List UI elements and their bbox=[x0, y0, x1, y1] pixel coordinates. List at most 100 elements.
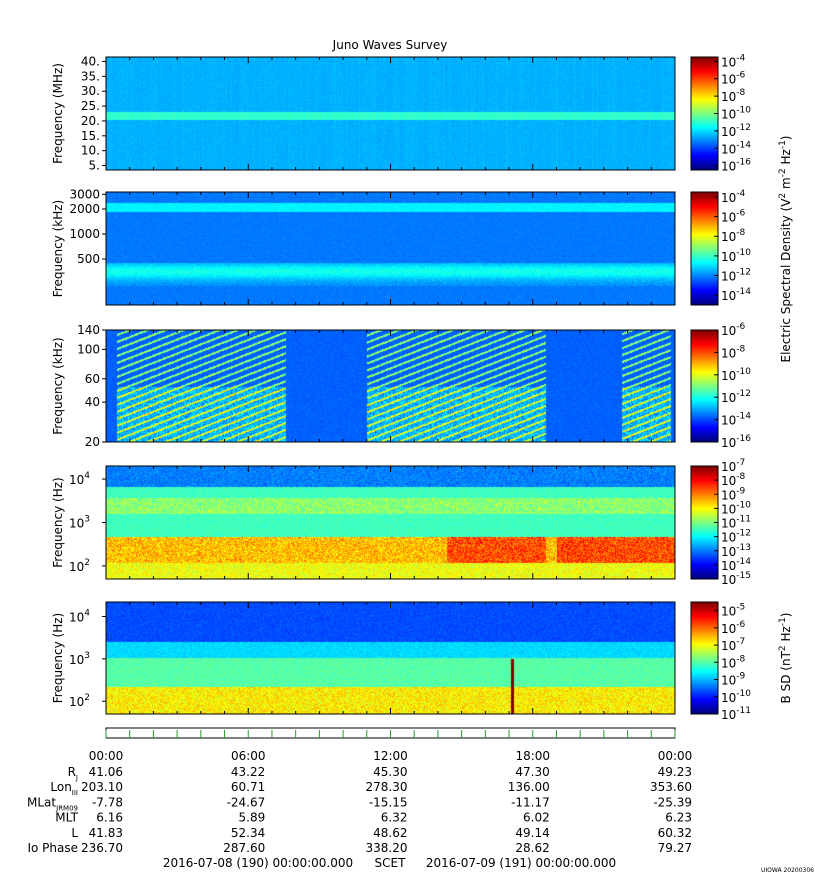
colorbar-tick-label: 10-12 bbox=[721, 268, 751, 284]
colorbar-tick-label: 10-15 bbox=[721, 571, 751, 587]
colorbar-tick-label: 10-16 bbox=[721, 158, 751, 174]
colorbar-label-magnetic-part: Hz bbox=[779, 626, 793, 645]
panels: 40.35.30.25.20.15.10.5. Frequency (MHz) 10… bbox=[51, 53, 793, 722]
colorbar-tick-label-base: 10 bbox=[721, 73, 736, 87]
y-tick-label: 500 bbox=[77, 252, 100, 266]
ephem-label-main: L bbox=[71, 826, 78, 840]
ephem-label: MLT bbox=[55, 811, 78, 825]
colorbar-tick-label-exp: -6 bbox=[736, 322, 745, 332]
colorbar-tick-label: 10-8 bbox=[721, 228, 746, 244]
time-tick-label: 06:00 bbox=[231, 749, 266, 763]
colorbar-tick-label-exp: -8 bbox=[736, 472, 745, 482]
colorbar-tick-label: 10-11 bbox=[721, 706, 751, 722]
colorbar-tick-label: 10-6 bbox=[721, 620, 746, 636]
colorbar-tick-label-base: 10 bbox=[721, 545, 736, 559]
ephem-label-main: Lon bbox=[50, 780, 71, 794]
y-tick-label: 140 bbox=[77, 323, 100, 337]
colorbar-label-magnetic-part: 2 bbox=[778, 645, 788, 651]
colorbar-tick-label-exp: -6 bbox=[736, 620, 745, 630]
colorbar-tick-label: 10-16 bbox=[721, 434, 751, 450]
y-tick-label-exp: 2 bbox=[84, 693, 90, 703]
ephem-value: 52.34 bbox=[231, 826, 265, 840]
colorbar-tick-label: 10-13 bbox=[721, 543, 751, 559]
y-tick-label-base: 10 bbox=[69, 473, 84, 487]
colorbar-tick-label: 10-9 bbox=[721, 486, 746, 502]
y-tick-label-base: 10 bbox=[69, 517, 84, 531]
y-tick-label-base: 10 bbox=[69, 653, 84, 667]
footer-start: 2016-07-08 (190) 00:00:00.000 bbox=[163, 856, 353, 870]
y-tick-label: 10. bbox=[81, 144, 100, 158]
colorbar-tick-label-exp: -7 bbox=[736, 637, 745, 647]
colorbar-tick-label-base: 10 bbox=[721, 250, 736, 264]
colorbar-tick-label: 10-11 bbox=[721, 515, 751, 531]
colorbar-tick-label: 10-14 bbox=[721, 287, 751, 303]
ephem-value: 136.00 bbox=[508, 780, 550, 794]
colorbar-tick-label: 10-12 bbox=[721, 389, 751, 405]
colorbar-tick-label-exp: -10 bbox=[736, 500, 751, 510]
y-tick-label: 5. bbox=[89, 159, 100, 173]
ephem-value: -24.67 bbox=[227, 795, 266, 809]
y-tick-label: 103 bbox=[69, 515, 90, 531]
colorbar-tick-label: 10-6 bbox=[721, 71, 746, 87]
y-tick-label: 40 bbox=[85, 395, 100, 409]
ephem-value: -25.39 bbox=[653, 795, 692, 809]
colorbar-tick-label-base: 10 bbox=[721, 125, 736, 139]
y-tick-label-exp: 4 bbox=[84, 471, 90, 481]
y-axis-label: Frequency (Hz) bbox=[51, 477, 65, 568]
colorbar-tick-label-base: 10 bbox=[721, 160, 736, 174]
colorbar-label-electric-part: -2 bbox=[778, 168, 788, 177]
ephem-value: 203.10 bbox=[81, 780, 123, 794]
colorbar-frame-3 bbox=[690, 329, 719, 443]
colorbar-tick-label-base: 10 bbox=[721, 270, 736, 284]
colorbar-tick-label-exp: -12 bbox=[736, 389, 751, 399]
time-tick-label: 00:00 bbox=[658, 749, 693, 763]
ephem-value: 6.23 bbox=[665, 811, 692, 825]
time-tick-label: 00:00 bbox=[89, 749, 124, 763]
y-tick-label: 20. bbox=[81, 114, 100, 128]
y-tick-label: 102 bbox=[69, 558, 90, 574]
y-axis-label: Frequency (Hz) bbox=[51, 613, 65, 704]
ephem-value: 41.06 bbox=[89, 765, 123, 779]
colorbar-tick-label-base: 10 bbox=[721, 391, 736, 405]
ephem-value: 79.27 bbox=[658, 841, 692, 855]
ephem-value: 6.16 bbox=[96, 811, 123, 825]
y-tick-label: 1000 bbox=[69, 227, 100, 241]
ephem-value: 338.20 bbox=[366, 841, 408, 855]
colorbar-tick-label-base: 10 bbox=[721, 191, 736, 205]
colorbar-tick-label: 10-12 bbox=[721, 123, 751, 139]
ephem-value: 43.22 bbox=[231, 765, 265, 779]
colorbar-tick-label-base: 10 bbox=[721, 414, 736, 428]
colorbar-tick-label: 10-7 bbox=[721, 637, 745, 653]
colorbar-tick-label-exp: -16 bbox=[736, 434, 751, 444]
colorbar-tick-label-base: 10 bbox=[721, 474, 736, 488]
colorbar-tick-label-exp: -12 bbox=[736, 123, 751, 133]
credit-label: UIOWA 20200306 bbox=[761, 867, 814, 874]
ephem-value: 236.70 bbox=[81, 841, 123, 855]
time-tick-label: 18:00 bbox=[515, 749, 550, 763]
footer-scet: SCET bbox=[375, 856, 407, 870]
ephem-label-sub: JRM09 bbox=[55, 804, 78, 812]
colorbar-tick-label-exp: -10 bbox=[736, 689, 751, 699]
y-tick-label: 100 bbox=[77, 342, 100, 356]
ephem-value: 60.32 bbox=[658, 826, 692, 840]
time-tick-label: 12:00 bbox=[373, 749, 408, 763]
colorbar-tick-label-base: 10 bbox=[721, 559, 736, 573]
ephem-label-main: R bbox=[68, 765, 76, 779]
colorbar-tick-label-exp: -12 bbox=[736, 268, 751, 278]
colorbar-tick-label-base: 10 bbox=[721, 622, 736, 636]
colorbar-tick-label: 10-8 bbox=[721, 344, 746, 360]
colorbar-tick-label-exp: -7 bbox=[736, 458, 745, 468]
ephem-value: 60.71 bbox=[231, 780, 265, 794]
colorbar-tick-label-exp: -6 bbox=[736, 71, 745, 81]
colorbar-tick-label-exp: -14 bbox=[736, 557, 751, 567]
colorbar-tick-label-exp: -5 bbox=[736, 603, 745, 613]
spectrogram-5 bbox=[106, 602, 675, 714]
colorbar-tick-label-base: 10 bbox=[721, 436, 736, 450]
colorbar-tick-label: 10-14 bbox=[721, 140, 751, 156]
colorbar-tick-label-base: 10 bbox=[721, 517, 736, 531]
colorbar-tick-label: 10-7 bbox=[721, 458, 745, 474]
